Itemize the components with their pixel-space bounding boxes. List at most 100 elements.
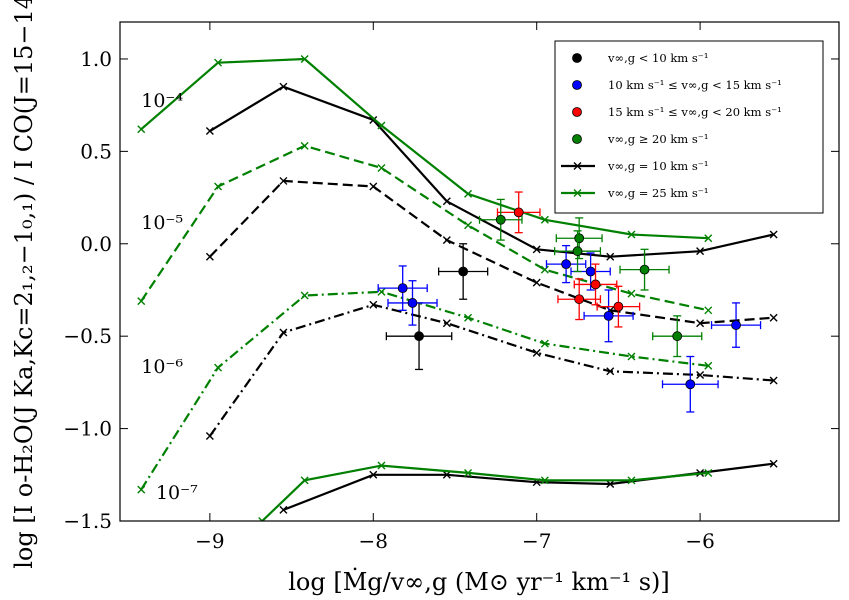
legend: v∞,g < 10 km s⁻¹ 10 km s⁻¹ ≤ v∞,g < 15 km… [554, 40, 824, 214]
series-point [696, 371, 705, 379]
series-point [214, 363, 223, 372]
series-point [532, 245, 541, 254]
observation-point [397, 283, 408, 294]
series-point [627, 289, 636, 298]
curve-label: 10⁻⁴ [141, 90, 183, 112]
series-point [279, 176, 288, 185]
series-point [279, 328, 288, 337]
series-point [464, 313, 473, 322]
legend-label: v∞,g ≥ 20 km s⁻¹ [607, 132, 708, 146]
series-point [377, 164, 386, 172]
y-tick-label: 1.0 [80, 47, 112, 71]
series-point [442, 197, 451, 206]
series-line [209, 85, 774, 258]
legend-line-marker [573, 162, 582, 170]
series-point [704, 306, 713, 315]
series-point [769, 376, 778, 385]
series-point [704, 468, 713, 477]
series-point [442, 236, 451, 245]
series-point [540, 476, 549, 485]
observation-point [407, 298, 418, 308]
series-point [532, 278, 541, 287]
series-point [627, 230, 636, 239]
x-tick-label: −8 [359, 529, 388, 553]
series-point [205, 252, 214, 261]
y-tick-label: 0.0 [80, 232, 112, 256]
observation-point [613, 301, 624, 312]
series-point [279, 82, 288, 91]
series-point [540, 265, 549, 274]
legend-label: 15 km s⁻¹ ≤ v∞,g < 20 km s⁻¹ [608, 105, 782, 119]
series-point [627, 476, 636, 485]
observations-layer [377, 191, 762, 413]
curve-label: 10⁻⁶ [141, 356, 183, 378]
x-tick-label: −7 [522, 529, 551, 553]
y-tick-label: 0.5 [80, 139, 112, 163]
series-point [606, 252, 615, 261]
series-point [137, 485, 146, 494]
series-point [769, 313, 778, 322]
observation-point [458, 266, 469, 277]
series-point [300, 291, 309, 300]
series-point [377, 461, 386, 470]
series-point [769, 230, 778, 239]
series-point [300, 54, 309, 63]
observation-point [603, 310, 614, 321]
series-point [369, 300, 378, 309]
series-point [627, 352, 636, 361]
series-point [540, 215, 549, 224]
legend-label: 10 km s⁻¹ ≤ v∞,g < 15 km s⁻¹ [608, 78, 782, 92]
series-point [442, 319, 451, 328]
legend-box [554, 40, 824, 214]
series-point [696, 247, 705, 256]
legend-line-marker [573, 189, 582, 197]
series-line [140, 144, 709, 312]
y-tick-label: −0.5 [63, 324, 112, 348]
curve-label: 10⁻⁷ [156, 482, 198, 504]
series-point [377, 121, 386, 130]
observation-point [574, 233, 585, 244]
legend-label: v∞,g < 10 km s⁻¹ [607, 51, 708, 65]
observation-point [585, 266, 596, 277]
series-point [137, 297, 146, 306]
observation-point [561, 259, 572, 270]
curve-label: 10⁻⁵ [141, 212, 183, 234]
observation-point [590, 279, 601, 290]
series-point [214, 182, 223, 191]
observation-point [495, 214, 506, 225]
observation-point [639, 264, 650, 275]
series-line [140, 290, 709, 491]
legend-label: v∞,g = 10 km s⁻¹ [607, 159, 708, 173]
y-tick-label: −1.0 [63, 417, 112, 441]
series-line [140, 57, 709, 240]
observation-point [574, 294, 585, 305]
x-axis-title: log [Ṁg/v∞,g (M⊙ yr⁻¹ km⁻¹ s)] [288, 567, 670, 596]
series-line [209, 303, 774, 437]
observation-point [731, 320, 741, 330]
observation-point [513, 207, 524, 218]
series-line [209, 179, 774, 325]
series-point [369, 470, 378, 479]
series-point [704, 234, 713, 243]
legend-marker [572, 80, 582, 90]
series-layer [137, 54, 778, 521]
series-point [442, 470, 451, 479]
series-point [258, 517, 267, 521]
y-axis-title: log [I o-H₂O(J Ka,Kc=2₁,₂−1₀,₁) / I CO(J… [10, 0, 38, 569]
series-point [205, 431, 214, 440]
series-point [377, 287, 386, 296]
series-point [606, 367, 615, 376]
series-point [464, 221, 473, 230]
series-point [279, 505, 288, 514]
series-point [369, 182, 378, 191]
series-point [300, 141, 309, 150]
observation-point [414, 331, 424, 342]
series-point [769, 459, 778, 468]
series-point [606, 480, 615, 489]
legend-marker [572, 53, 582, 63]
series-point [464, 189, 473, 198]
curve-labels: 10⁻⁴ 10⁻⁵ 10⁻⁶ 10⁻⁷ [141, 90, 198, 504]
x-tick-label: −9 [195, 529, 224, 553]
y-tick-label: −1.5 [63, 509, 112, 533]
